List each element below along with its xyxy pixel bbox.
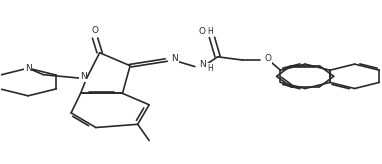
Text: N: N	[25, 64, 31, 73]
Text: N: N	[199, 60, 206, 69]
Text: O: O	[264, 54, 271, 63]
Text: N: N	[171, 54, 178, 63]
Text: O: O	[92, 26, 99, 35]
Text: H: H	[207, 27, 213, 36]
Text: H: H	[207, 64, 213, 73]
Text: N: N	[80, 72, 87, 81]
Text: O: O	[199, 27, 206, 36]
